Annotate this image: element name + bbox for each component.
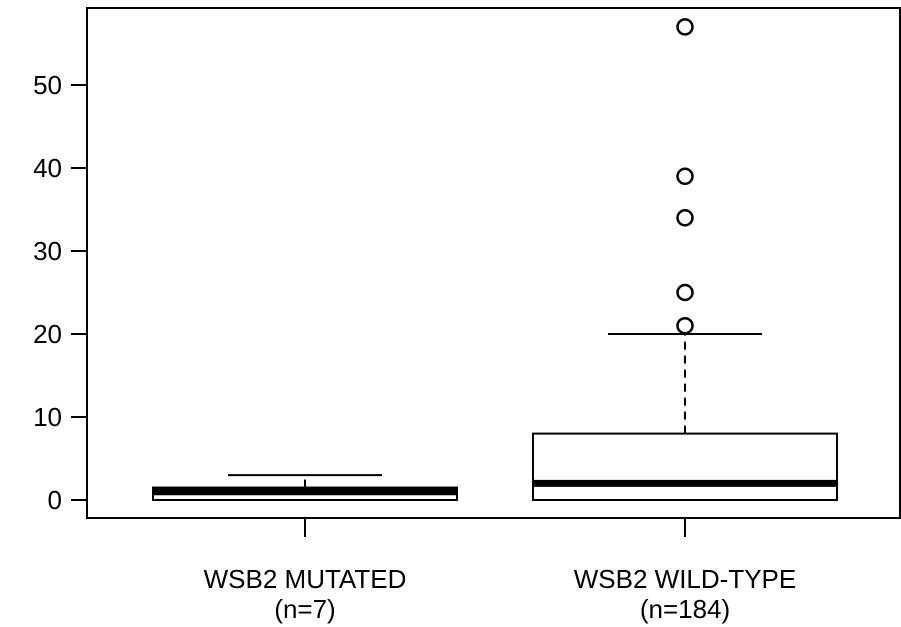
box-group bbox=[532, 18, 838, 502]
x-category-label: WSB2 MUTATED bbox=[204, 564, 407, 594]
x-axis: WSB2 MUTATED(n=7) WSB2 WILD-TYPE(n=184) bbox=[204, 517, 796, 624]
box-group bbox=[152, 474, 458, 501]
outlier-point bbox=[676, 283, 694, 302]
outlier-point bbox=[676, 316, 694, 335]
y-tick-label: 10 bbox=[33, 402, 62, 432]
y-tick-label: 0 bbox=[48, 485, 62, 515]
outlier-point bbox=[676, 167, 694, 186]
outlier-point bbox=[676, 18, 694, 36]
y-tick-label: 30 bbox=[33, 236, 62, 266]
outlier-point bbox=[676, 209, 694, 227]
y-axis: 0 10 20 30 40 50 bbox=[33, 70, 88, 515]
x-category-label: WSB2 WILD-TYPE bbox=[574, 564, 796, 594]
y-tick-label: 40 bbox=[33, 153, 62, 183]
y-tick-label: 50 bbox=[33, 70, 62, 100]
boxes bbox=[152, 18, 838, 502]
x-category-sublabel: (n=184) bbox=[640, 594, 730, 624]
y-tick-label: 20 bbox=[33, 319, 62, 349]
iqr-box bbox=[532, 432, 838, 502]
x-category-sublabel: (n=7) bbox=[274, 594, 335, 624]
